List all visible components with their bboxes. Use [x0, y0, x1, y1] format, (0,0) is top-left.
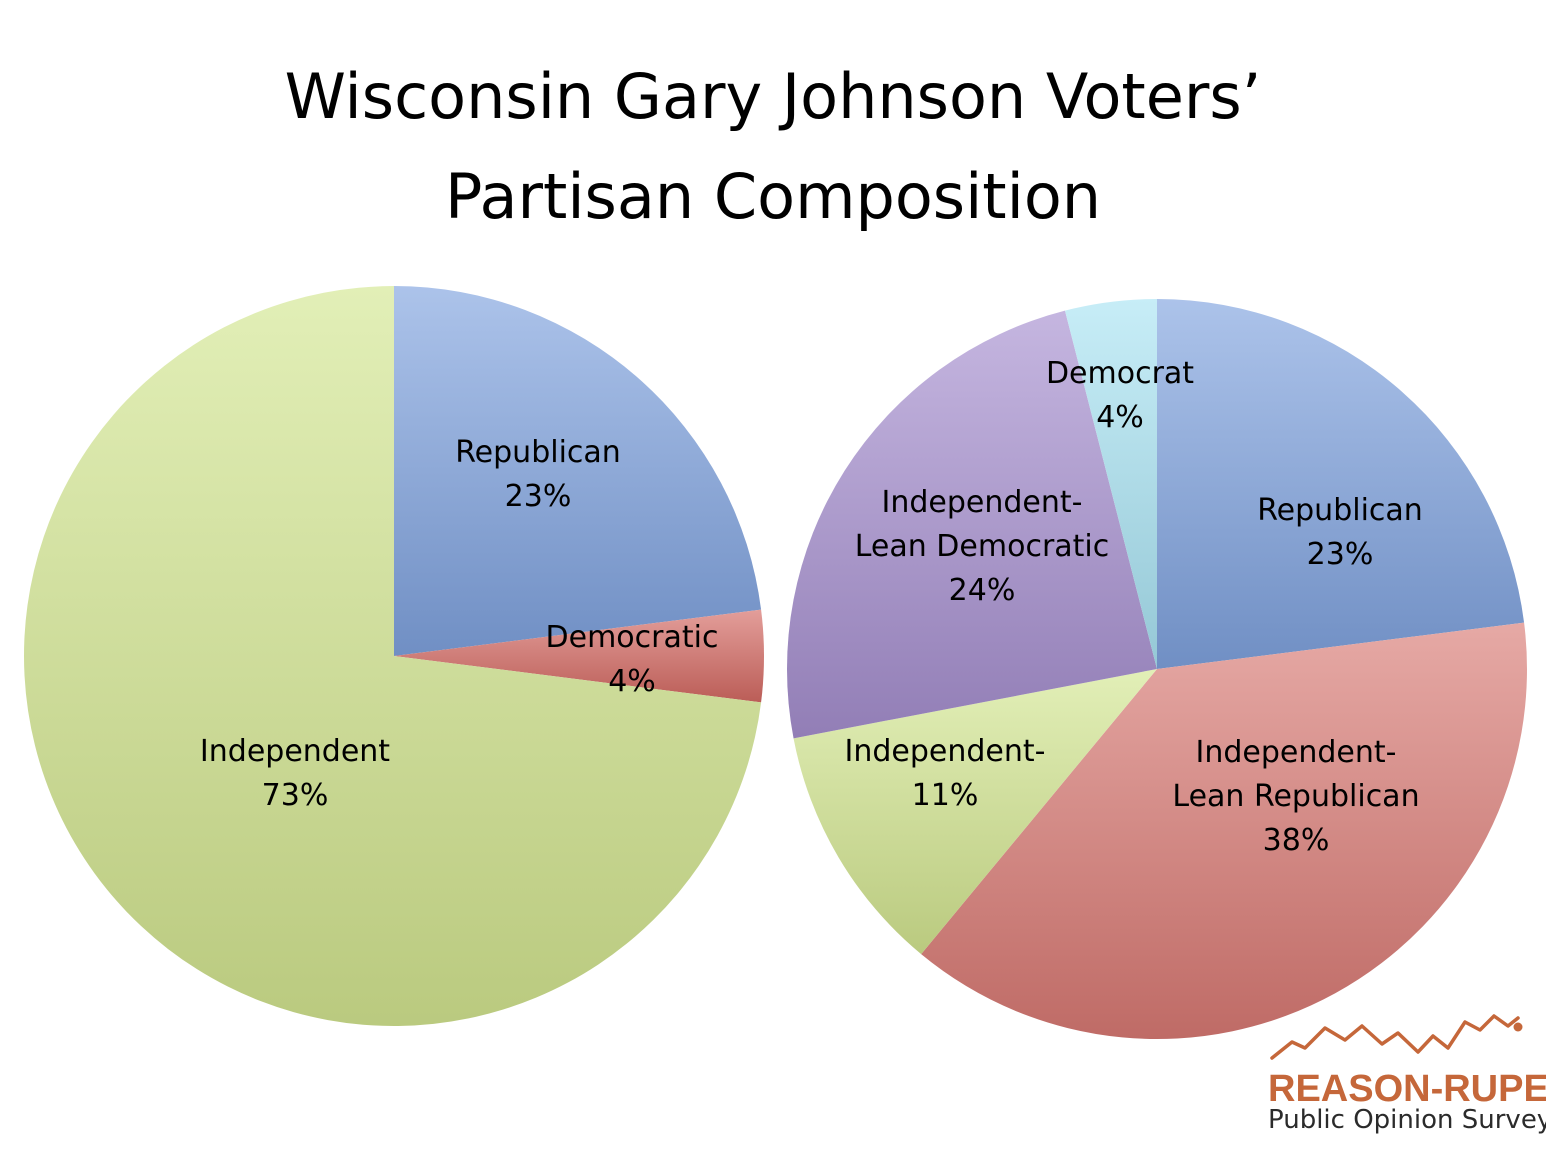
- pie-chart-partisan-lean: Republican 23% Independent-Lean Republican…: [786, 299, 1527, 1040]
- slice-label-republican: Republican 23%: [1257, 493, 1423, 572]
- pie-slice-republican: [1157, 299, 1525, 669]
- slice-label-independent-lean-republican: Independent-Lean Republican 38%: [1172, 735, 1419, 858]
- chart-title-line-2: Partisan Composition: [445, 160, 1101, 233]
- pie-slice-independent: [793, 669, 1157, 955]
- pie-slice-independent-lean-democratic: [786, 310, 1157, 739]
- logo-tagline: Public Opinion Survey: [1268, 1105, 1546, 1135]
- pie-slice-independent: [23, 286, 762, 1027]
- slice-label-democratic: Democratic 4%: [546, 620, 719, 699]
- reason-rupe-logo: REASON-RUPE Public Opinion Survey: [1268, 1014, 1546, 1135]
- slice-label-democrat: Democrat 4%: [1046, 356, 1194, 435]
- chart-title-line-1: Wisconsin Gary Johnson Voters’: [285, 60, 1262, 133]
- slice-label-independent-lean-democratic: Independent-Lean Democratic 24%: [855, 485, 1110, 608]
- slice-label-republican: Republican 23%: [455, 435, 621, 514]
- logo-trend-dot-icon: [1513, 1022, 1523, 1032]
- pie-slice-independent-lean-republican: [921, 622, 1527, 1040]
- pie-slice-republican: [394, 286, 762, 656]
- logo-trend-line-icon: [1270, 1014, 1520, 1060]
- pie-chart-party-identification: Republican 23% Democratic 4% Independent 73%: [23, 286, 764, 1027]
- slice-label-independent: Independent 73%: [200, 734, 390, 813]
- pie-slice-democratic: [394, 609, 764, 703]
- pie-slice-democrat: [1064, 299, 1157, 669]
- slice-label-independent: Independent-11%: [845, 734, 1046, 813]
- logo-wordmark: REASON-RUPE: [1268, 1068, 1546, 1110]
